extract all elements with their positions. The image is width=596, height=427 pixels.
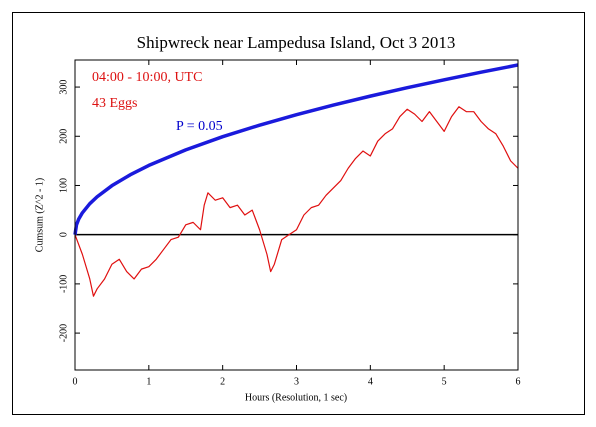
series-line	[74, 106, 519, 297]
x-tick-label: 1	[146, 376, 151, 387]
y-tick-label: 200	[58, 129, 69, 144]
y-tick-label: 100	[58, 178, 69, 193]
series-line	[73, 63, 519, 235]
frame	[12, 12, 585, 415]
annotation: P = 0.05	[176, 119, 223, 134]
y-tick-label: 300	[58, 80, 69, 95]
chart-title: Shipwreck near Lampedusa Island, Oct 3 2…	[137, 33, 456, 52]
x-tick-label: 5	[442, 376, 447, 387]
x-tick-label: 3	[294, 376, 299, 387]
x-axis-label: Hours (Resolution, 1 sec)	[245, 392, 347, 403]
annotation: 43 Eggs	[92, 96, 138, 111]
y-tick-label: -200	[58, 324, 69, 342]
x-tick-label: 0	[73, 376, 78, 387]
plot-border	[74, 59, 519, 371]
y-tick-label: -100	[58, 275, 69, 293]
x-tick-label: 6	[516, 376, 521, 387]
y-axis-label: Cumsum (Z^2 - 1)	[34, 178, 45, 252]
x-tick-label: 4	[368, 376, 373, 387]
x-tick-label: 2	[220, 376, 225, 387]
annotation: 04:00 - 10:00, UTC	[92, 70, 202, 85]
y-tick-label: 0	[58, 232, 69, 237]
